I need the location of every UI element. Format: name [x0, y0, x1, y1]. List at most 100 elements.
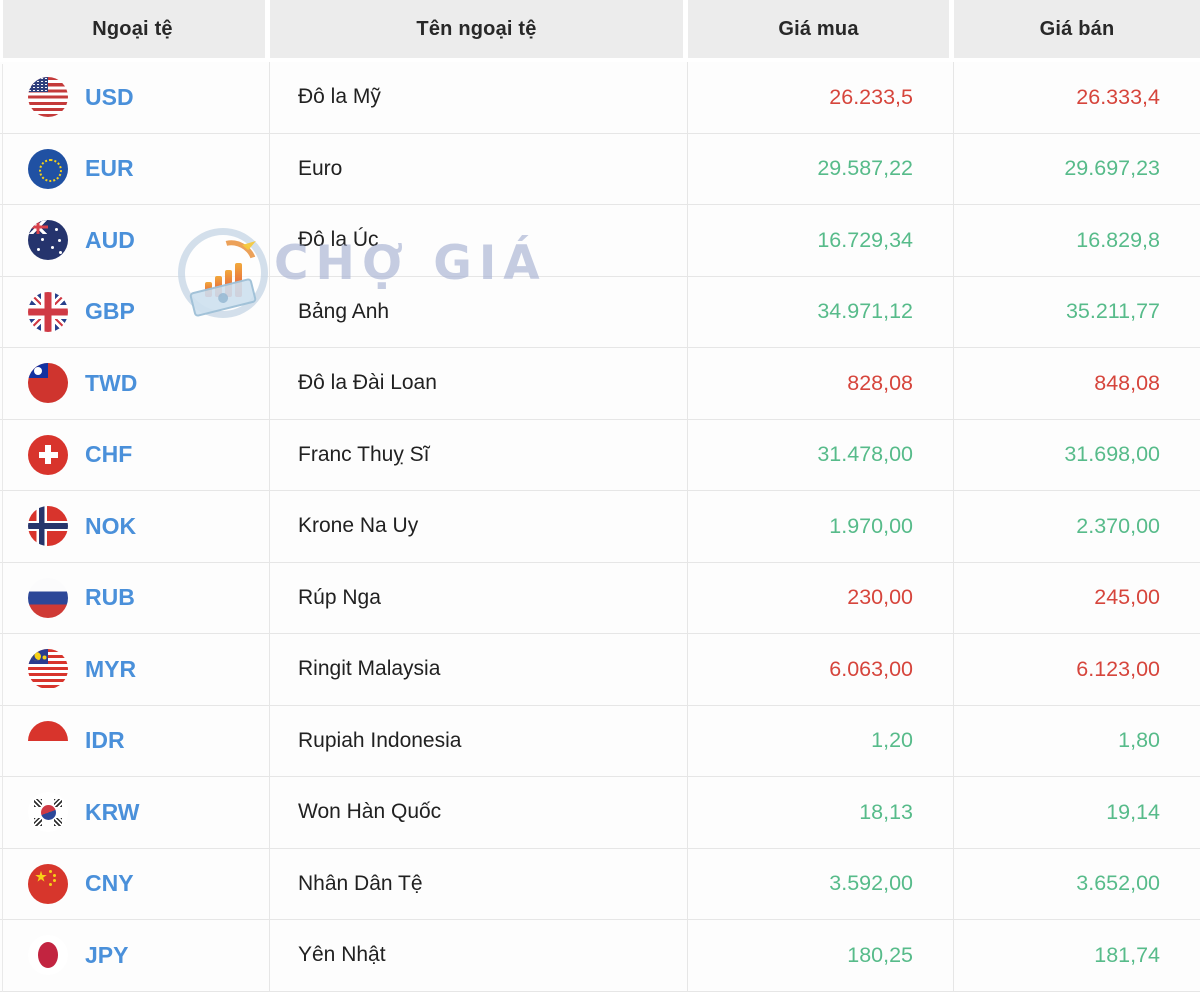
buy-price: 230,00 [847, 585, 913, 610]
buy-price: 18,13 [859, 799, 913, 824]
sell-price-cell: 29.697,23 [954, 133, 1200, 205]
buy-price-cell: 16.729,34 [688, 205, 954, 277]
currency-name: Đô la Đài Loan [298, 371, 437, 395]
currency-name-cell: Euro [270, 133, 688, 205]
currency-name-cell: Krone Na Uy [270, 491, 688, 563]
currency-name-cell: Yên Nhật [270, 920, 688, 992]
sell-price: 26.333,4 [1076, 84, 1160, 109]
chf-flag-icon [28, 434, 68, 475]
buy-price-cell: 18,13 [688, 777, 954, 849]
buy-price-cell: 31.478,00 [688, 419, 954, 491]
aud-flag-icon [28, 220, 68, 261]
currency-cell: AUD [0, 205, 270, 277]
header-currency: Ngoại tệ [0, 0, 270, 62]
currency-code-link[interactable]: AUD [85, 226, 135, 253]
sell-price: 35.211,77 [1065, 299, 1160, 324]
buy-price: 29.587,22 [817, 156, 913, 181]
buy-price: 3.592,00 [829, 871, 913, 896]
sell-price-cell: 31.698,00 [954, 419, 1200, 491]
usd-flag-icon [28, 77, 68, 118]
currency-cell: USD [0, 62, 270, 134]
twd-flag-icon [28, 363, 68, 404]
currency-code-link[interactable]: RUB [85, 584, 135, 611]
currency-name: Nhân Dân Tệ [298, 871, 423, 895]
buy-price: 1,20 [871, 728, 913, 753]
currency-name-cell: Rúp Nga [270, 562, 688, 634]
sell-price: 3.652,00 [1076, 871, 1160, 896]
currency-name-cell: Franc Thuỵ Sĩ [270, 419, 688, 491]
sell-price-cell: 2.370,00 [954, 491, 1200, 563]
currency-code-link[interactable]: CNY [85, 870, 134, 897]
buy-price: 828,08 [847, 370, 913, 395]
currency-code-link[interactable]: IDR [85, 727, 125, 754]
header-currency-name: Tên ngoại tệ [270, 0, 688, 62]
buy-price-cell: 34.971,12 [688, 276, 954, 348]
rub-flag-icon [28, 577, 68, 618]
currency-name: Rupiah Indonesia [298, 728, 462, 752]
sell-price: 848,08 [1094, 370, 1160, 395]
header-sell-price: Giá bán [954, 0, 1200, 62]
currency-name: Euro [298, 156, 343, 180]
currency-cell: CNY [0, 848, 270, 920]
buy-price: 34.971,12 [817, 299, 913, 324]
sell-price-cell: 3.652,00 [954, 848, 1200, 920]
buy-price: 6.063,00 [829, 656, 913, 681]
currency-name-cell: Nhân Dân Tệ [270, 848, 688, 920]
currency-name-cell: Rupiah Indonesia [270, 705, 688, 777]
myr-flag-icon [28, 649, 68, 690]
sell-price: 16.829,8 [1076, 227, 1160, 252]
gbp-flag-icon [28, 291, 68, 332]
currency-cell: NOK [0, 491, 270, 563]
table-left-border [2, 64, 3, 992]
currency-code-link[interactable]: GBP [85, 298, 135, 325]
sell-price: 245,00 [1094, 585, 1160, 610]
sell-price: 19,14 [1106, 799, 1160, 824]
currency-cell: JPY [0, 920, 270, 992]
buy-price-cell: 26.233,5 [688, 62, 954, 134]
sell-price: 2.370,00 [1076, 513, 1160, 538]
currency-code-link[interactable]: EUR [85, 155, 134, 182]
currency-cell: KRW [0, 777, 270, 849]
sell-price: 31.698,00 [1064, 442, 1160, 467]
sell-price-cell: 181,74 [954, 920, 1200, 992]
currency-code-link[interactable]: MYR [85, 655, 137, 682]
currency-name: Yên Nhật [298, 943, 386, 967]
currency-code-link[interactable]: TWD [85, 369, 138, 396]
buy-price: 180,25 [847, 942, 913, 967]
nok-flag-icon [28, 506, 68, 547]
currency-name-cell: Đô la Đài Loan [270, 348, 688, 420]
currency-code-link[interactable]: USD [85, 83, 134, 110]
currency-code-link[interactable]: KRW [85, 798, 140, 825]
currency-code-link[interactable]: NOK [85, 512, 137, 539]
jpy-flag-icon [28, 935, 68, 976]
currency-name-cell: Đô la Mỹ [270, 62, 688, 134]
sell-price: 181,74 [1094, 942, 1160, 967]
buy-price-cell: 180,25 [688, 920, 954, 992]
currency-name: Franc Thuỵ Sĩ [298, 442, 430, 466]
currency-cell: IDR [0, 705, 270, 777]
currency-name: Rúp Nga [298, 585, 381, 609]
buy-price-cell: 6.063,00 [688, 634, 954, 706]
buy-price-cell: 1,20 [688, 705, 954, 777]
currency-name: Bảng Anh [298, 299, 390, 323]
buy-price-cell: 3.592,00 [688, 848, 954, 920]
buy-price-cell: 230,00 [688, 562, 954, 634]
currency-code-link[interactable]: JPY [85, 941, 129, 968]
currency-name-cell: Bảng Anh [270, 276, 688, 348]
currency-code-link[interactable]: CHF [85, 441, 133, 468]
header-buy-price: Giá mua [688, 0, 954, 62]
currency-cell: TWD [0, 348, 270, 420]
currency-name: Đô la Mỹ [298, 85, 381, 109]
currency-cell: RUB [0, 562, 270, 634]
sell-price-cell: 6.123,00 [954, 634, 1200, 706]
sell-price-cell: 848,08 [954, 348, 1200, 420]
sell-price: 6.123,00 [1076, 656, 1160, 681]
sell-price-cell: 16.829,8 [954, 205, 1200, 277]
sell-price-cell: 35.211,77 [954, 276, 1200, 348]
sell-price-cell: 26.333,4 [954, 62, 1200, 134]
currency-cell: MYR [0, 634, 270, 706]
currency-name-cell: Đô la Úc [270, 205, 688, 277]
currency-name: Đô la Úc [298, 228, 379, 252]
buy-price: 31.478,00 [817, 442, 913, 467]
